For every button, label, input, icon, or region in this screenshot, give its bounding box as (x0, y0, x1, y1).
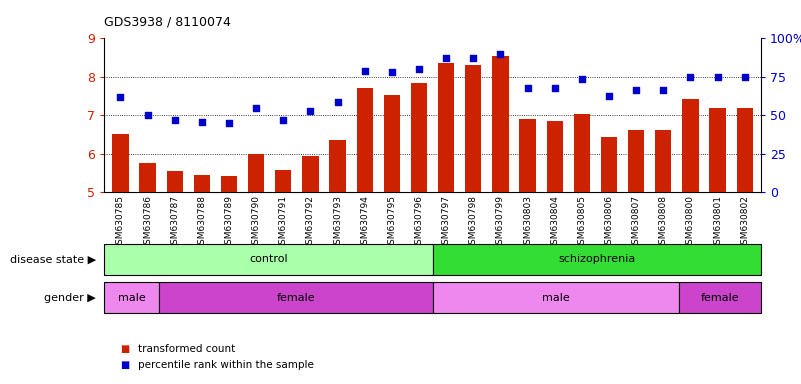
Bar (465, 65, 481, 192)
Bar (194, 175, 210, 192)
Bar (737, 108, 753, 192)
Point (114, 94, 127, 100)
Point (250, 104, 263, 111)
Point (358, 68, 371, 74)
Point (168, 117, 181, 123)
Bar (655, 130, 671, 192)
Text: schizophrenia: schizophrenia (558, 254, 635, 264)
Point (467, 55, 480, 61)
Text: control: control (249, 254, 288, 264)
Text: GDS3938 / 8110074: GDS3938 / 8110074 (104, 15, 231, 28)
Point (195, 119, 208, 125)
Bar (433, 282, 678, 313)
Point (657, 87, 670, 93)
Bar (248, 154, 264, 192)
Bar (104, 244, 433, 275)
Point (141, 112, 154, 118)
Point (711, 74, 724, 80)
Point (413, 66, 425, 72)
Point (684, 74, 697, 80)
Bar (159, 282, 433, 313)
Text: disease state ▶: disease state ▶ (10, 254, 96, 264)
Point (494, 51, 507, 57)
Text: male: male (541, 293, 570, 303)
Point (739, 74, 751, 80)
Point (304, 108, 317, 114)
Text: transformed count: transformed count (138, 344, 235, 354)
Bar (628, 130, 644, 192)
Point (331, 99, 344, 105)
Bar (139, 163, 155, 192)
Text: female: female (276, 293, 315, 303)
Bar (104, 282, 159, 313)
Bar (329, 140, 346, 192)
Point (440, 55, 453, 61)
Bar (710, 108, 726, 192)
Point (630, 87, 642, 93)
Point (602, 93, 615, 99)
Bar (302, 156, 319, 192)
Bar (574, 114, 590, 192)
Point (223, 120, 235, 126)
Bar (167, 171, 183, 192)
Bar (384, 95, 400, 192)
Text: ■: ■ (120, 360, 130, 370)
Bar (519, 119, 536, 192)
Bar (546, 121, 563, 192)
Bar (682, 99, 698, 192)
Point (575, 76, 588, 82)
Bar (493, 56, 509, 192)
Bar (112, 134, 128, 192)
Bar (356, 88, 372, 192)
Bar (678, 282, 761, 313)
Text: percentile rank within the sample: percentile rank within the sample (138, 360, 314, 370)
Text: gender ▶: gender ▶ (44, 293, 96, 303)
Bar (411, 83, 427, 192)
Point (521, 84, 534, 91)
Text: ■: ■ (120, 344, 130, 354)
Point (548, 84, 561, 91)
Text: male: male (118, 293, 145, 303)
Bar (433, 244, 761, 275)
Point (385, 69, 398, 75)
Bar (438, 63, 454, 192)
Bar (221, 176, 237, 192)
Text: female: female (701, 293, 739, 303)
Point (277, 117, 290, 123)
Bar (601, 137, 617, 192)
Bar (275, 170, 292, 192)
